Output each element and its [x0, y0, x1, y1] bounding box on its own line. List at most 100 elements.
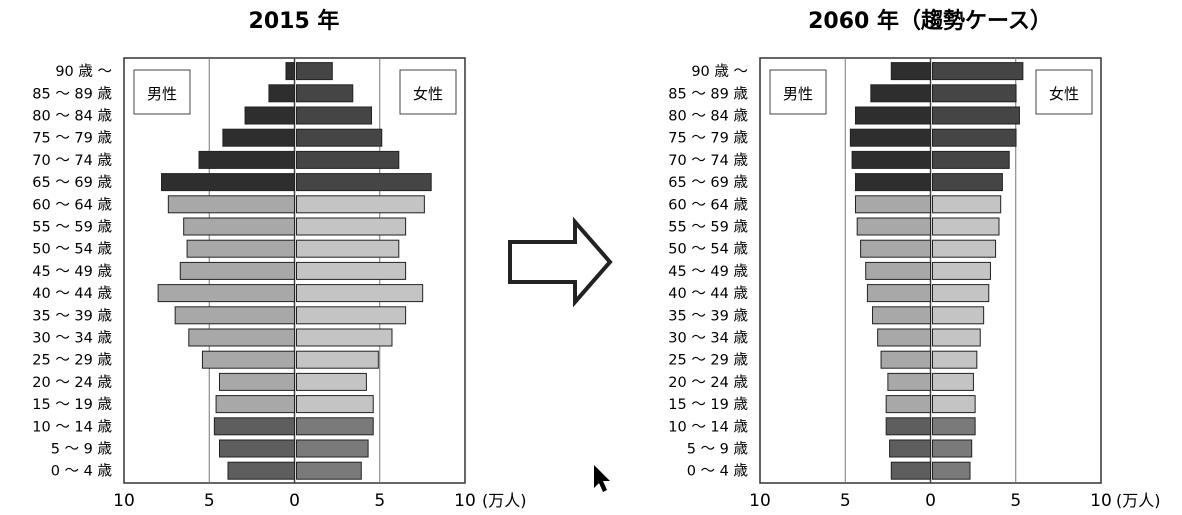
age-label: 15 ～ 19 歳	[32, 396, 112, 413]
age-label: 70 ～ 74 歳	[32, 152, 112, 169]
age-label: 85 ～ 89 歳	[32, 85, 112, 102]
age-label: 25 ～ 29 歳	[668, 352, 748, 369]
female-label-box: 女性	[1035, 69, 1093, 115]
age-labels: 90 歳 ～ 85 ～ 89 歳 80 ～ 84 歳 75 ～ 79 歳 70 ～ 74…	[32, 63, 112, 480]
age-label: 40 ～ 44 歳	[32, 285, 112, 302]
male-bar	[885, 417, 931, 436]
age-label: 80 ～ 84 歳	[668, 108, 748, 125]
x-tick-label: 0	[925, 491, 936, 511]
male-bar	[186, 239, 296, 258]
age-label: 25 ～ 29 歳	[32, 352, 112, 369]
x-tick-label: 5	[204, 491, 215, 511]
male-bar	[877, 328, 932, 347]
x-tick-label: 10	[749, 491, 771, 511]
female-bar	[932, 261, 991, 280]
male-bar	[218, 372, 295, 391]
age-label: 30 ～ 34 歳	[668, 330, 748, 347]
male-bar	[213, 417, 296, 436]
male-bar	[215, 395, 296, 414]
male-bar	[851, 150, 932, 169]
male-bar	[856, 217, 931, 236]
male-bar	[887, 372, 931, 391]
age-label: 75 ～ 79 歳	[32, 130, 112, 147]
age-label: 0 ～ 4 歳	[51, 463, 112, 480]
male-bar	[849, 128, 931, 147]
male-bar	[201, 350, 295, 369]
male-bar	[890, 62, 931, 81]
male-bar	[188, 328, 295, 347]
bars	[849, 62, 1024, 480]
x-tick-label: 5	[840, 491, 851, 511]
male-bar	[268, 84, 295, 103]
male-bar	[157, 284, 295, 303]
female-bar	[932, 439, 973, 458]
female-bar	[296, 261, 407, 280]
male-label-box: 男性	[769, 69, 827, 115]
age-label: 60 ～ 64 歳	[668, 196, 748, 213]
age-label: 85 ～ 89 歳	[668, 85, 748, 102]
female-label: 女性	[413, 85, 443, 103]
female-bar	[296, 106, 373, 125]
male-bar	[222, 128, 295, 147]
female-bar	[296, 84, 354, 103]
male-bar	[167, 195, 295, 214]
female-bar	[296, 328, 393, 347]
female-bar	[296, 284, 424, 303]
female-bar	[932, 62, 1024, 81]
unit-label: (万人)	[1116, 491, 1161, 510]
female-label-box: 女性	[399, 69, 457, 115]
female-bar	[296, 417, 374, 436]
male-bar	[183, 217, 295, 236]
x-tick-label: 10	[454, 491, 476, 511]
female-bar	[932, 150, 1010, 169]
male-bar	[854, 173, 931, 192]
age-label: 70 ～ 74 歳	[668, 152, 748, 169]
female-bar	[296, 217, 407, 236]
female-bar	[932, 195, 1002, 214]
male-bar	[870, 84, 932, 103]
female-bar	[932, 372, 974, 391]
bars	[157, 62, 432, 480]
age-label: 40 ～ 44 歳	[668, 285, 748, 302]
male-bar	[880, 350, 931, 369]
age-label: 65 ～ 69 歳	[668, 174, 748, 191]
age-label: 5 ～ 9 歳	[687, 441, 748, 458]
age-label: 45 ～ 49 歳	[668, 263, 748, 280]
mouse-cursor-icon	[594, 465, 610, 492]
age-labels: 90 歳 ～ 85 ～ 89 歳 80 ～ 84 歳 75 ～ 79 歳 70 ～ 74…	[668, 63, 748, 480]
male-bar	[890, 461, 931, 480]
age-label: 15 ～ 19 歳	[668, 396, 748, 413]
female-bar	[296, 62, 333, 81]
female-bar	[296, 461, 362, 480]
chart-title: 2060 年（趨勢ケース）	[808, 8, 1052, 34]
pyramid-2015: 2015 年 90 歳 ～ 85 ～ 89 歳 80 ～ 84 歳 75 ～ 79 歳…	[32, 8, 526, 511]
pyramid-2060: 2060 年（趨勢ケース） 90 歳 ～ 85 ～ 89 歳 80 ～ 84 歳 75…	[668, 8, 1160, 511]
female-bar	[932, 106, 1020, 125]
female-bar	[932, 395, 976, 414]
male-bar	[174, 306, 295, 325]
female-bar	[296, 150, 400, 169]
female-bar	[932, 128, 1017, 147]
age-label: 55 ～ 59 歳	[668, 219, 748, 236]
male-bar	[854, 195, 931, 214]
male-bar	[198, 150, 296, 169]
female-bar	[296, 350, 379, 369]
age-label: 10 ～ 14 歳	[32, 418, 112, 435]
x-tick-label: 10	[113, 491, 135, 511]
male-bar	[285, 62, 296, 81]
male-bar	[161, 173, 295, 192]
female-bar	[296, 372, 367, 391]
female-bar	[932, 84, 1017, 103]
unit-label: (万人)	[482, 491, 527, 510]
male-label: 男性	[783, 85, 813, 103]
age-label: 35 ～ 39 歳	[32, 307, 112, 324]
female-bar	[296, 239, 400, 258]
male-bar	[244, 106, 295, 125]
female-bar	[296, 195, 425, 214]
female-bar	[932, 239, 997, 258]
male-label: 男性	[147, 85, 177, 103]
age-label: 35 ～ 39 歳	[668, 307, 748, 324]
age-label: 10 ～ 14 歳	[668, 418, 748, 435]
female-bar	[932, 350, 978, 369]
